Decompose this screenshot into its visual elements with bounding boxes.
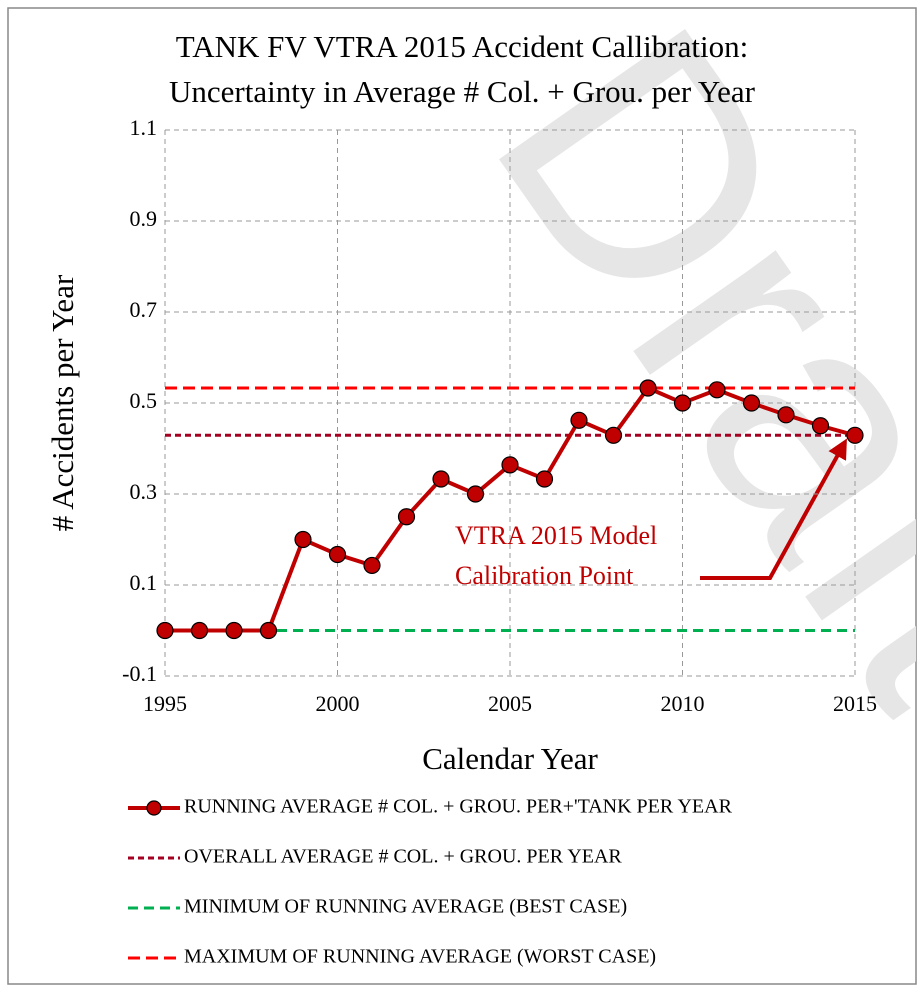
x-tick-label: 2010 — [661, 691, 705, 716]
legend-label: RUNNING AVERAGE # COL. + GROU. PER+'TANK… — [184, 796, 733, 818]
y-tick-label: 0.9 — [130, 206, 158, 231]
data-point — [328, 545, 347, 564]
data-point — [604, 426, 623, 444]
data-point — [811, 417, 830, 435]
data-point — [156, 621, 174, 640]
y-axis-label: # Accidents per Year — [45, 274, 80, 531]
data-point — [639, 379, 657, 397]
legend-label: OVERALL AVERAGE # COL. + GROU. PER YEAR — [184, 846, 622, 868]
data-point — [708, 381, 726, 399]
data-point — [501, 456, 519, 474]
chart-title: TANK FV VTRA 2015 Accident Callibration: — [176, 29, 748, 64]
y-tick-label: 0.7 — [130, 297, 158, 322]
x-tick-label: 2005 — [488, 691, 532, 716]
data-point — [466, 485, 485, 503]
data-point — [673, 394, 692, 412]
chart-border — [7, 7, 917, 985]
data-point — [432, 470, 450, 488]
y-tick-label: 0.5 — [130, 388, 158, 413]
annotation: VTRA 2015 Model — [455, 521, 657, 550]
annotation-arrow — [700, 438, 847, 580]
y-tick-label: 0.1 — [130, 570, 158, 595]
data-point — [535, 470, 554, 488]
y-tick-label: -0.1 — [122, 661, 157, 686]
legend-label: MINIMUM OF RUNNING AVERAGE (BEST CASE) — [184, 896, 627, 918]
y-tick-label: 0.3 — [130, 479, 158, 504]
x-tick-label: 1995 — [143, 691, 187, 716]
data-point — [742, 394, 761, 412]
x-tick-label: 2015 — [833, 691, 877, 716]
data-point — [294, 530, 312, 549]
data-point — [777, 406, 795, 424]
y-tick-label: 1.1 — [130, 115, 158, 140]
data-point — [259, 621, 278, 640]
data-point — [570, 411, 588, 429]
data-point — [846, 426, 864, 444]
chart-subtitle: Uncertainty in Average # Col. + Grou. pe… — [169, 74, 756, 109]
legend-label: MAXIMUM OF RUNNING AVERAGE (WORST CASE) — [184, 946, 656, 968]
data-point — [190, 621, 209, 640]
data-point — [397, 508, 416, 526]
x-tick-label: 2000 — [316, 691, 360, 716]
legend-marker — [146, 800, 162, 816]
x-axis-label: Calendar Year — [422, 741, 598, 776]
annotation: Calibration Point — [455, 561, 634, 590]
data-point — [363, 556, 381, 575]
data-point — [225, 621, 243, 640]
